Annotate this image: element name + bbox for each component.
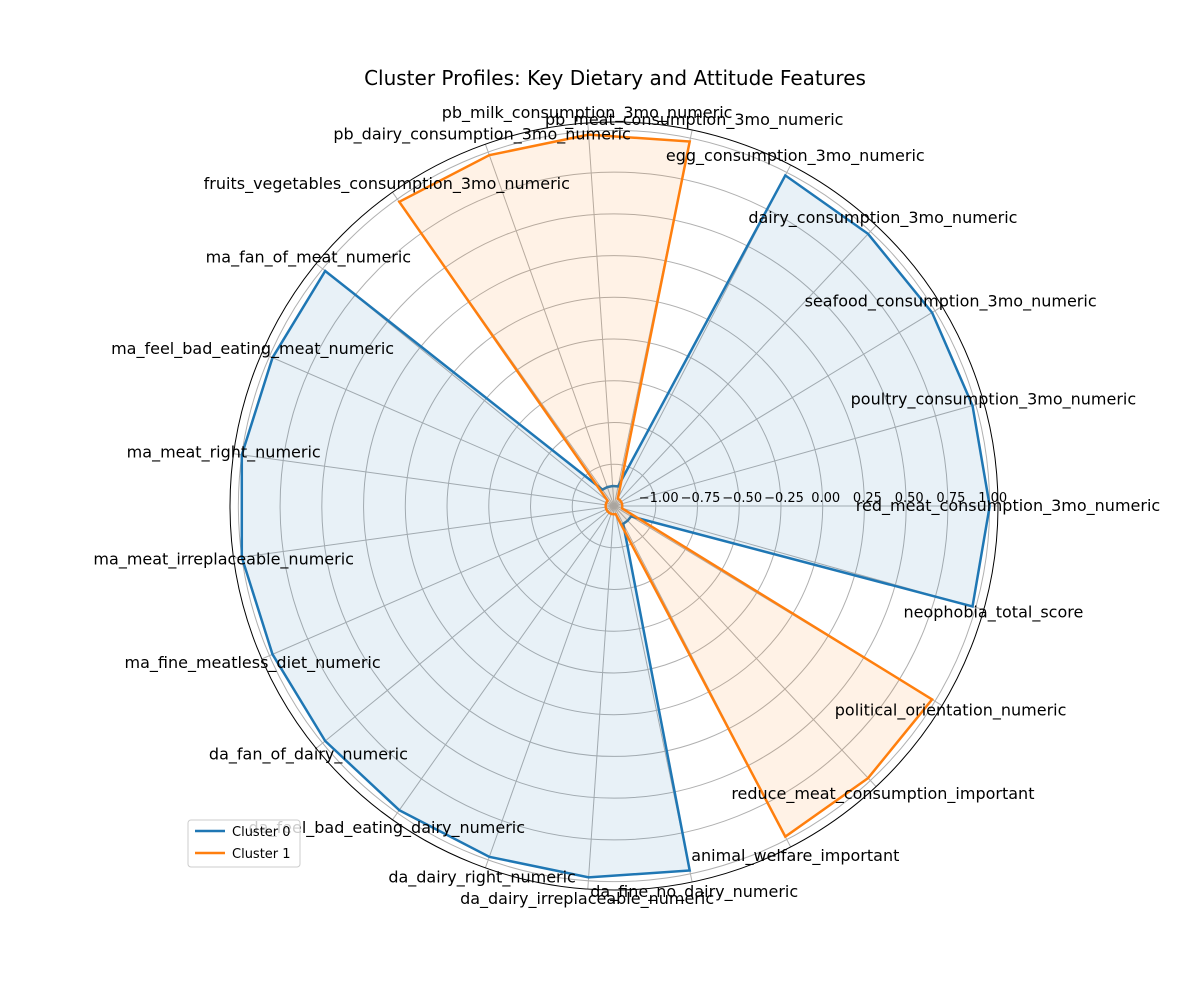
category-label: ma_feel_bad_eating_meat_numeric bbox=[111, 339, 394, 359]
category-label: da_dairy_irreplaceable_numeric bbox=[460, 889, 714, 909]
grid-spoke-17 bbox=[587, 505, 615, 890]
grid-spoke-14 bbox=[315, 505, 615, 749]
series-line-cluster-0 bbox=[240, 173, 991, 879]
category-label: reduce_meat_consumption_important bbox=[731, 784, 1034, 804]
radial-tick-label: −0.50 bbox=[722, 491, 762, 506]
radial-tick-label: 0.00 bbox=[811, 491, 840, 506]
legend-label-cluster-1: Cluster 1 bbox=[232, 847, 291, 862]
category-label: political_orientation_numeric bbox=[835, 701, 1067, 721]
grid-spoke-6 bbox=[587, 122, 615, 507]
grid-spoke-1 bbox=[613, 401, 984, 507]
category-label: ma_meat_irreplaceable_numeric bbox=[93, 550, 354, 570]
grid-spoke-13 bbox=[261, 505, 615, 660]
series-area-cluster-1 bbox=[399, 134, 933, 837]
category-label: ma_fine_meatless_diet_numeric bbox=[125, 653, 381, 673]
grid-spoke-10 bbox=[261, 352, 615, 507]
category-label: animal_welfare_important bbox=[691, 846, 899, 866]
category-label: neophobia_total_score bbox=[903, 602, 1083, 622]
category-label: pb_dairy_consumption_3mo_numeric bbox=[333, 125, 630, 145]
category-label: da_feel_bad_eating_dairy_numeric bbox=[249, 818, 526, 838]
legend: Cluster 0 Cluster 1 bbox=[187, 819, 301, 868]
category-label: da_fine_no_dairy_numeric bbox=[590, 882, 798, 902]
category-label: ma_meat_right_numeric bbox=[127, 442, 321, 462]
category-label: dairy_consumption_3mo_numeric bbox=[748, 208, 1017, 228]
category-label: poultry_consumption_3mo_numeric bbox=[851, 390, 1137, 410]
outer-frame bbox=[229, 121, 999, 891]
radial-tick-label: 1.00 bbox=[978, 491, 1007, 506]
series-area-cluster-0 bbox=[241, 175, 990, 878]
radial-tick-label: −1.00 bbox=[639, 491, 679, 506]
grid-spoke-2 bbox=[613, 306, 943, 507]
radial-tick-label: −0.75 bbox=[681, 491, 721, 506]
category-label: pb_milk_consumption_3mo_numeric bbox=[442, 103, 733, 123]
category-labels: red_meat_consumption_3mo_numeric poultry_… bbox=[93, 103, 1160, 909]
radial-tick-label: 0.75 bbox=[936, 491, 965, 506]
radial-tick-label: 0.50 bbox=[895, 491, 924, 506]
grid-spoke-11 bbox=[233, 453, 615, 507]
category-label: da_fan_of_dairy_numeric bbox=[209, 745, 408, 765]
grid-spoke-12 bbox=[233, 505, 615, 559]
grid-spoke-7 bbox=[484, 144, 615, 507]
grid-spoke-16 bbox=[484, 505, 615, 868]
series-line-cluster-1 bbox=[397, 133, 934, 839]
category-label: red_meat_consumption_3mo_numeric bbox=[856, 496, 1160, 516]
radial-tick-label: −0.25 bbox=[764, 491, 804, 506]
category-label: pb_meat_consumption_3mo_numeric bbox=[545, 110, 844, 130]
category-label: seafood_consumption_3mo_numeric bbox=[805, 291, 1097, 311]
radial-tick-label: 0.25 bbox=[853, 491, 882, 506]
category-label: fruits_vegetables_consumption_3mo_numeri… bbox=[204, 174, 570, 194]
grid-spoke-3 bbox=[613, 225, 877, 507]
chart-title: Cluster Profiles: Key Dietary and Attitu… bbox=[364, 66, 866, 90]
radial-tick-labels: −1.00 −0.75 −0.50 −0.25 0.00 0.25 0.50 0.75 1.00 bbox=[639, 491, 1007, 506]
grid-spoke-15 bbox=[392, 505, 615, 821]
legend-label-cluster-0: Cluster 0 bbox=[232, 825, 291, 840]
category-label: egg_consumption_3mo_numeric bbox=[666, 146, 925, 166]
category-label: ma_fan_of_meat_numeric bbox=[206, 247, 411, 267]
series-layer bbox=[240, 133, 991, 879]
category-label: da_dairy_right_numeric bbox=[388, 867, 576, 887]
grid-spoke-20 bbox=[613, 505, 877, 787]
